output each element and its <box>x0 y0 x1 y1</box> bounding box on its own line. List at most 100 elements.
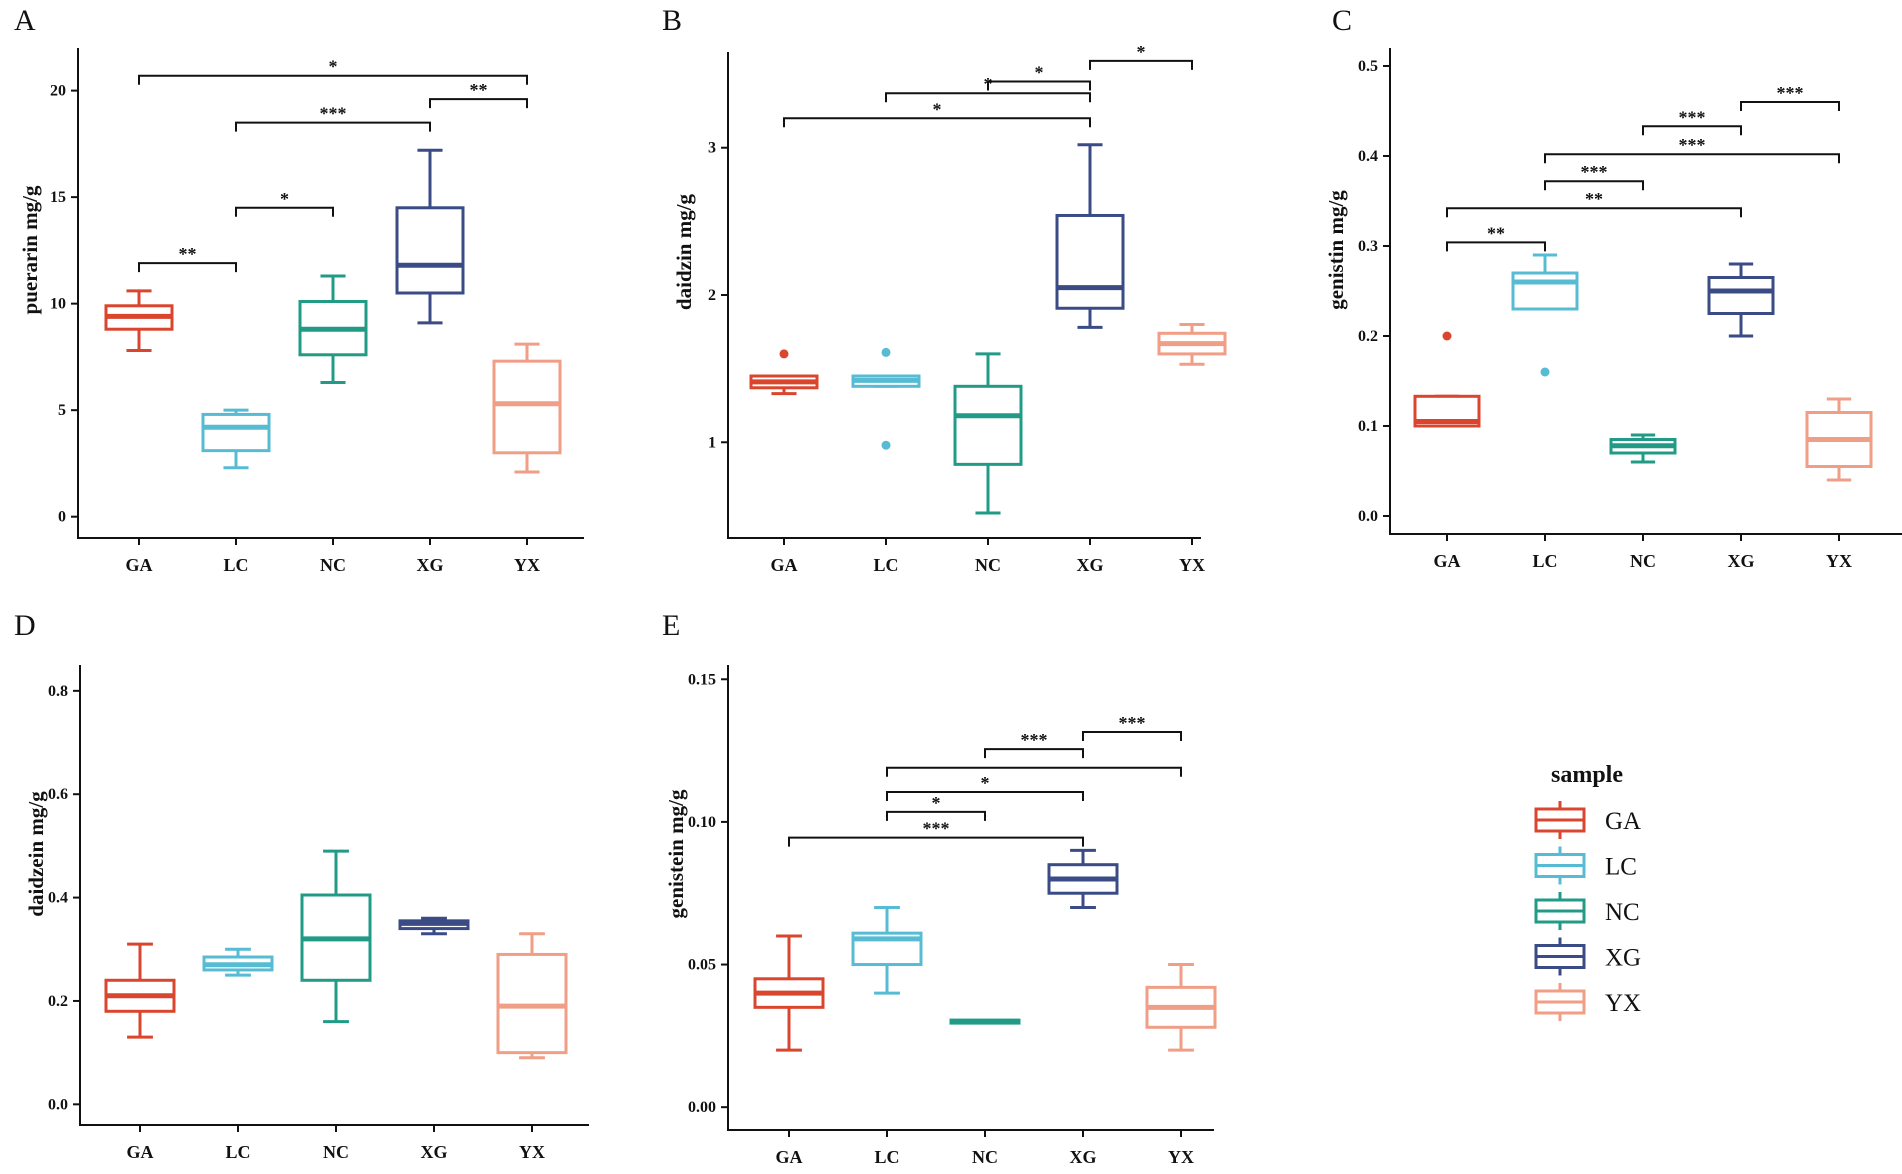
bracket-line <box>1446 207 1742 218</box>
box-nc <box>949 1018 1021 1025</box>
y-tick-label: 0.1 <box>1358 418 1378 435</box>
bracket-line <box>1082 731 1182 742</box>
legend-key-box <box>1534 801 1586 839</box>
significance-label: * <box>280 189 289 209</box>
legend-label: XG <box>1605 945 1641 972</box>
x-tick-label: GA <box>127 1142 154 1162</box>
box-iqr <box>395 206 465 295</box>
x-tick-label: XG <box>417 555 444 575</box>
significance-bracket: *** <box>1544 162 1644 191</box>
box-xg <box>398 916 470 936</box>
panel-c: C 0.0 0.1 0.2 0.3 0.4 0.5 genistin mg/g GA LC NC XG… <box>1324 4 1902 571</box>
x-tick-label: YX <box>1826 551 1852 571</box>
significance-bracket: * <box>885 74 1091 103</box>
bracket-line <box>788 836 1084 847</box>
box-iqr <box>1055 213 1125 310</box>
bracket-line <box>886 766 1182 777</box>
x-tick-label: LC <box>223 555 248 575</box>
box-ga <box>753 934 825 1052</box>
x-tick-label: GA <box>771 555 798 575</box>
y-tick-label: 15 <box>50 189 66 206</box>
y-tick-label: 0.3 <box>1358 238 1378 255</box>
y-tick-label: 3 <box>708 140 716 157</box>
y-tick-label: 0.15 <box>688 671 716 688</box>
box-nc <box>298 274 368 384</box>
box-nc <box>1609 433 1677 464</box>
significance-label: *** <box>1679 107 1706 127</box>
outlier-point <box>881 347 891 357</box>
legend-label: YX <box>1605 990 1641 1017</box>
significance-bracket: ** <box>429 80 528 109</box>
y-axis-label: daidzein mg/g <box>24 791 48 917</box>
outlier-point <box>1540 367 1550 377</box>
y-tick-label: 0.0 <box>1358 508 1378 525</box>
y-tick-label: 0.6 <box>48 786 68 803</box>
y-tick-label: 0.00 <box>688 1099 716 1116</box>
box-ga <box>1413 331 1481 428</box>
significance-label: ** <box>179 244 197 264</box>
bracket-line <box>984 748 1084 759</box>
x-tick-label: LC <box>873 555 898 575</box>
significance-label: *** <box>1021 730 1048 750</box>
significance-label: * <box>1137 42 1146 62</box>
legend-key-box <box>1534 892 1586 930</box>
y-tick-label: 0.4 <box>48 890 68 907</box>
box-iqr <box>492 359 562 455</box>
significance-label: * <box>329 57 338 77</box>
significance-bracket <box>886 766 1182 777</box>
box-yx <box>492 342 562 474</box>
significance-bracket: * <box>138 57 528 85</box>
panel-b: B 1 2 3 daidzin mg/g GA LC NC XG YX * * * * <box>662 4 1227 575</box>
significance-label: *** <box>923 819 950 839</box>
legend-title: sample <box>1551 762 1623 788</box>
significance-label: ** <box>470 80 488 100</box>
box-iqr <box>953 384 1023 466</box>
y-axis-label: daidzin mg/g <box>672 193 696 310</box>
x-tick-label: XG <box>1728 551 1755 571</box>
box-lc <box>851 905 923 995</box>
y-tick-label: 0.2 <box>48 993 68 1010</box>
y-tick-label: 0.2 <box>1358 328 1378 345</box>
box-iqr <box>1707 276 1775 315</box>
box-yx <box>1805 397 1873 482</box>
significance-bracket: ** <box>1446 223 1546 252</box>
bracket-line <box>1740 101 1840 111</box>
significance-bracket: *** <box>984 730 1084 759</box>
significance-bracket: *** <box>1544 135 1840 164</box>
legend-label: GA <box>1605 808 1641 835</box>
box-xg <box>395 148 465 325</box>
bracket-line <box>886 790 1084 801</box>
box-iqr <box>201 412 271 453</box>
significance-label: *** <box>1119 713 1146 733</box>
y-axis-label: puerarin mg/g <box>18 185 42 314</box>
bracket-line <box>1544 180 1644 191</box>
legend-item-nc: NC <box>1534 892 1640 930</box>
bracket-line <box>1642 125 1742 136</box>
legend-key-box <box>1534 983 1586 1021</box>
significance-bracket: *** <box>235 104 431 132</box>
panel-d: D 0.0 0.2 0.4 0.6 0.8 daidzein mg/g GA LC NC XG YX <box>14 609 589 1162</box>
significance-bracket: * <box>886 773 1084 801</box>
y-tick-label: 0.8 <box>48 683 68 700</box>
legend-item-xg: XG <box>1534 937 1641 976</box>
significance-bracket: *** <box>788 819 1084 847</box>
y-tick-label: 0.05 <box>688 957 716 974</box>
panel-letter: E <box>662 609 680 642</box>
x-tick-label: YX <box>519 1142 545 1162</box>
x-tick-label: NC <box>320 555 346 575</box>
x-tick-label: GA <box>1434 551 1461 571</box>
significance-bracket: ** <box>138 244 237 273</box>
panel-letter: C <box>1332 4 1352 37</box>
box-lc <box>851 347 921 450</box>
panel-letter: A <box>14 4 36 37</box>
significance-label: ** <box>1585 189 1603 209</box>
y-tick-label: 20 <box>50 83 66 100</box>
x-tick-label: LC <box>874 1147 899 1167</box>
x-tick-label: NC <box>972 1147 998 1167</box>
legend-key-box <box>1534 846 1586 885</box>
bracket-line <box>783 117 1091 128</box>
legend-item-lc: LC <box>1534 846 1637 885</box>
bracket-line <box>1544 153 1840 164</box>
